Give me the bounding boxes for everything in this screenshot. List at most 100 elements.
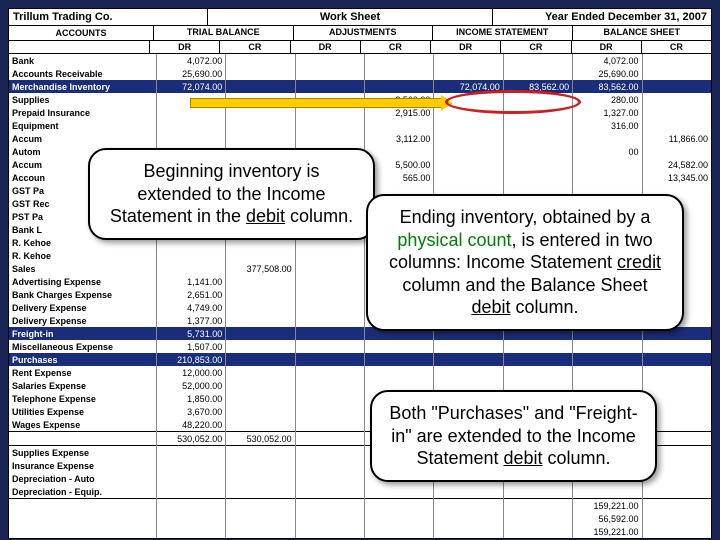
cell-tb_cr [226, 275, 295, 288]
account-label: Rent Expense [9, 366, 156, 379]
table-row: Rent Expense12,000.00 [9, 366, 711, 379]
cell-adj_cr [365, 353, 434, 366]
subheaders: DR CR DR CR DR CR DR CR [9, 41, 711, 54]
cell-tb_dr: 1,850.00 [156, 392, 225, 405]
is-dr: DR [431, 41, 501, 53]
cell-bs_cr [642, 67, 711, 80]
cell-adj_dr [295, 366, 364, 379]
cell-is_dr [434, 499, 503, 513]
cell-bs_dr [573, 171, 642, 184]
cell-tb_dr: 2,651.00 [156, 288, 225, 301]
cell-bs_dr: 83,562.00 [573, 80, 642, 93]
account-label: Depreciation - Equip. [9, 485, 156, 499]
account-label: Sales [9, 262, 156, 275]
group-adjustments: ADJUSTMENTS [294, 26, 434, 40]
cell-tb_cr [226, 525, 295, 538]
tb-dr: DR [150, 41, 220, 53]
company-name: Trillum Trading Co. [9, 9, 208, 25]
account-label [9, 432, 156, 446]
cell-is_dr [434, 340, 503, 353]
cell-tb_cr [226, 459, 295, 472]
cell-tb_dr [156, 525, 225, 538]
cell-adj_dr [295, 80, 364, 93]
cell-is_cr [503, 171, 572, 184]
bs-dr: DR [572, 41, 642, 53]
cell-bs_cr [642, 119, 711, 132]
account-label: Prepaid Insurance [9, 106, 156, 119]
cell-tb_dr [156, 512, 225, 525]
account-label: Freight-in [9, 327, 156, 340]
cell-bs_cr [642, 525, 711, 538]
cell-bs_cr [642, 366, 711, 379]
account-label: Insurance Expense [9, 459, 156, 472]
cell-is_cr [503, 525, 572, 538]
cell-tb_cr [226, 418, 295, 432]
cell-tb_dr: 12,000.00 [156, 366, 225, 379]
cell-bs_cr [642, 145, 711, 158]
cell-is_dr [434, 145, 503, 158]
cell-tb_cr [226, 54, 295, 67]
cell-adj_cr [365, 67, 434, 80]
cell-tb_dr: 4,749.00 [156, 301, 225, 314]
account-label: Accounts Receivable [9, 67, 156, 80]
cell-tb_cr [226, 446, 295, 460]
cell-adj_dr [295, 418, 364, 432]
cell-is_cr [503, 366, 572, 379]
table-row: Bank4,072.004,072.00 [9, 54, 711, 67]
table-row: Depreciation - Equip. [9, 485, 711, 499]
cell-tb_cr [226, 379, 295, 392]
cell-adj_cr [365, 54, 434, 67]
cell-bs_cr: 11,866.00 [642, 132, 711, 145]
account-label: Equipment [9, 119, 156, 132]
cell-bs_cr: 24,582.00 [642, 158, 711, 171]
cell-adj_dr [295, 119, 364, 132]
cell-is_dr [434, 132, 503, 145]
callout-purchases-freight: Both "Purchases" and "Freight-in" are ex… [370, 390, 657, 482]
cell-bs_dr: 56,592.00 [573, 512, 642, 525]
column-groups: ACCOUNTS TRIAL BALANCE ADJUSTMENTS INCOM… [9, 26, 711, 41]
cell-adj_cr [365, 145, 434, 158]
cell-tb_cr [226, 249, 295, 262]
cell-tb_cr [226, 353, 295, 366]
cell-adj_dr [295, 262, 364, 275]
cell-tb_cr [226, 485, 295, 499]
cell-adj_dr [295, 392, 364, 405]
cell-tb_dr [156, 119, 225, 132]
cell-is_dr [434, 54, 503, 67]
table-row: Merchandise Inventory72,074.0072,074.008… [9, 80, 711, 93]
account-label: Supplies Expense [9, 446, 156, 460]
account-label: Delivery Expense [9, 301, 156, 314]
account-label: Purchases [9, 353, 156, 366]
arrow-inventory [190, 98, 442, 108]
cell-bs_dr [573, 158, 642, 171]
sheet-title: Work Sheet [208, 9, 493, 25]
cell-tb_dr: 4,072.00 [156, 54, 225, 67]
group-trial-balance: TRIAL BALANCE [154, 26, 294, 40]
cell-is_cr [503, 485, 572, 499]
cell-adj_dr [295, 512, 364, 525]
cell-tb_cr [226, 472, 295, 485]
cell-is_cr [503, 67, 572, 80]
bs-cr: CR [642, 41, 711, 53]
cell-is_dr [434, 119, 503, 132]
cell-bs_dr: 316.00 [573, 119, 642, 132]
cell-bs_dr: 159,221.00 [573, 499, 642, 513]
cell-bs_cr [642, 512, 711, 525]
account-label: R. Kehoe [9, 249, 156, 262]
cell-adj_dr [295, 340, 364, 353]
cell-tb_dr: 530,052.00 [156, 432, 225, 446]
sheet-header: Trillum Trading Co. Work Sheet Year Ende… [9, 9, 711, 26]
account-label: Salaries Expense [9, 379, 156, 392]
cell-adj_cr [365, 119, 434, 132]
cell-bs_cr [642, 340, 711, 353]
cell-adj_dr [295, 459, 364, 472]
cell-bs_cr: 13,345.00 [642, 171, 711, 184]
cell-adj_dr [295, 288, 364, 301]
oval-highlight [445, 90, 581, 114]
table-row: Purchases210,853.00 [9, 353, 711, 366]
account-label: Advertising Expense [9, 275, 156, 288]
cell-tb_cr [226, 405, 295, 418]
table-row: Miscellaneous Expense1,507.00 [9, 340, 711, 353]
account-label: Wages Expense [9, 418, 156, 432]
cell-is_cr [503, 119, 572, 132]
